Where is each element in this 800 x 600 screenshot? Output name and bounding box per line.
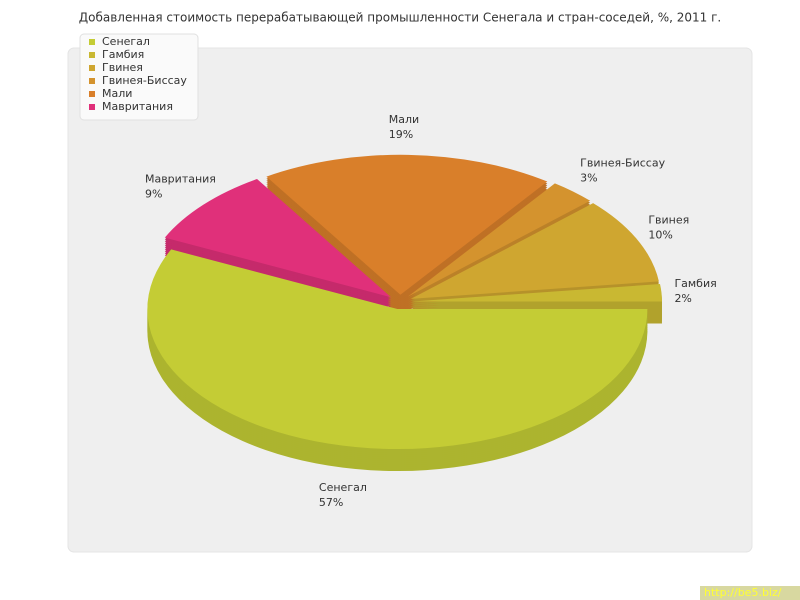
slice-top	[410, 203, 659, 299]
legend-label: Гвинея-Биссау	[102, 74, 187, 87]
slice-value-label: 9%	[145, 187, 162, 200]
slice-label: Сенегал	[319, 481, 367, 494]
legend-label: Мали	[102, 87, 132, 100]
slice-label: Гвинея	[648, 213, 689, 226]
slice-value-label: 10%	[648, 228, 672, 241]
slice-value-label: 57%	[319, 496, 343, 509]
chart-title: Добавленная стоимость перерабатывающей п…	[79, 11, 721, 25]
legend-swatch	[89, 78, 95, 84]
slice-value-label: 3%	[580, 172, 597, 185]
watermark: http://be5.biz/	[704, 586, 782, 599]
slice-value-label: 2%	[674, 292, 691, 305]
slice-value-label: 19%	[389, 128, 413, 141]
slice-top	[411, 284, 662, 302]
slice	[164, 179, 391, 320]
legend-swatch	[89, 65, 95, 71]
watermark-bg	[700, 586, 800, 600]
slice	[266, 154, 548, 317]
legend-swatch	[89, 52, 95, 58]
slice-top	[407, 183, 591, 297]
legend-label: Гамбия	[102, 48, 144, 61]
legend-label: Сенегал	[102, 35, 150, 48]
slice	[147, 249, 648, 472]
slice-label: Мали	[389, 113, 419, 126]
legend-box	[79, 33, 199, 121]
legend-swatch	[89, 104, 95, 110]
slice-top	[266, 154, 548, 295]
slice-top	[164, 179, 391, 298]
legend-swatch	[89, 91, 95, 97]
slice-label: Гамбия	[674, 277, 716, 290]
slice-label: Гвинея-Биссау	[580, 157, 665, 170]
legend-label: Мавритания	[102, 100, 173, 113]
slice-label: Мавритания	[145, 172, 216, 185]
legend-label: Гвинея	[102, 61, 143, 74]
legend-swatch	[89, 39, 95, 45]
slice-top	[147, 249, 648, 450]
